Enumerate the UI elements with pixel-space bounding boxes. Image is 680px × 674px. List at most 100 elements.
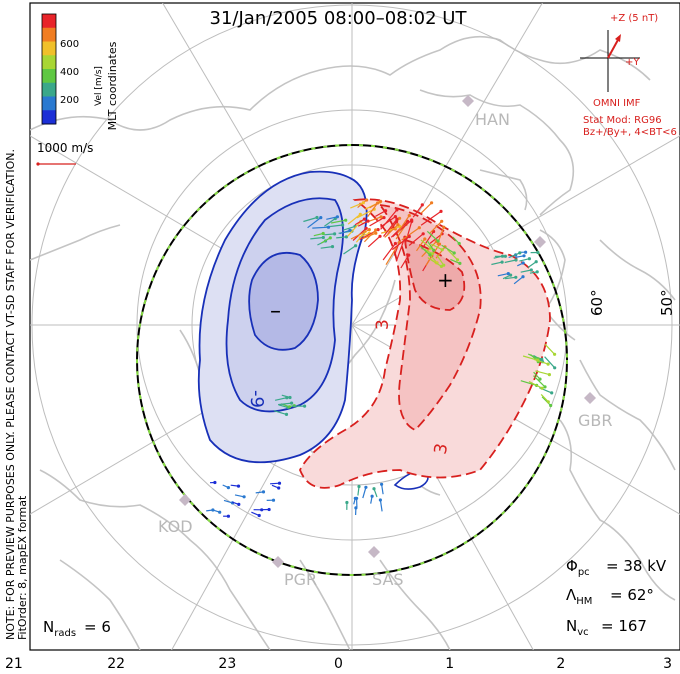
- velocity-vector: [380, 209, 398, 230]
- mlt-tick-label: 22: [107, 656, 125, 672]
- velocity-vector: [274, 397, 287, 401]
- station-marker-east: [534, 236, 546, 248]
- velocity-vector: [505, 276, 516, 280]
- velocity-vector: [528, 380, 543, 389]
- velocity-vector: [336, 236, 347, 239]
- colorbar-segment: [42, 27, 56, 42]
- velocity-vector: [544, 343, 556, 355]
- velocity-vector: [527, 353, 539, 360]
- velocity-vector: [541, 396, 552, 406]
- velocity-vector: [397, 215, 410, 234]
- velocity-vector: [354, 218, 365, 226]
- station-marker-sas: [368, 546, 380, 558]
- velocity-vector: [424, 248, 433, 255]
- imf-model: Stat Mod: RG96: [583, 115, 662, 126]
- station-labels: HAN GBR KOD PGR SAS: [158, 110, 613, 589]
- velocity-vector: [313, 232, 324, 237]
- reference-vector-origin: [36, 162, 40, 166]
- imf-vector: [607, 37, 620, 59]
- negative-cell-core: [248, 251, 319, 351]
- velocity-vector: [347, 221, 362, 237]
- vector-origin: [522, 254, 526, 258]
- velocity-vector: [223, 499, 233, 504]
- velocity-vector: [529, 271, 538, 274]
- vector-origin: [335, 215, 339, 219]
- velocity-vector: [400, 254, 410, 269]
- colorbar-border: [41, 13, 57, 125]
- colorbar-segment: [42, 69, 56, 84]
- velocity-vector: [369, 200, 381, 209]
- imf-condition: Bz+/By+, 4<BT<6: [583, 127, 677, 138]
- imf-z-label: +Z (5 nT): [610, 13, 658, 24]
- velocity-vector: [382, 243, 396, 261]
- velocity-vector: [383, 218, 398, 237]
- velocity-vector: [533, 375, 546, 388]
- velocity-vector: [230, 484, 239, 487]
- latitude-label-50: 50°: [658, 289, 676, 316]
- velocity-vector: [450, 258, 461, 264]
- velocity-vector: [380, 216, 396, 228]
- colorbar-label: Vel [m/s]: [94, 66, 104, 106]
- velocity-vector: [370, 496, 373, 504]
- colorbar-ticks: 600 400 200: [60, 39, 79, 106]
- velocity-vector: [420, 202, 433, 214]
- velocity-vector: [513, 276, 524, 285]
- velocity-vector: [206, 509, 213, 512]
- velocity-vector: [375, 210, 386, 217]
- lambda-hm-value: = 62°: [610, 586, 654, 604]
- vector-origin: [535, 270, 539, 274]
- velocity-vector: [347, 213, 361, 225]
- velocity-vector: [357, 220, 369, 227]
- velocity-vector: [339, 229, 351, 235]
- velocity-vector: [382, 225, 400, 234]
- mlt-tick-label: 21: [5, 656, 23, 672]
- colorbar-segment: [42, 14, 56, 29]
- velocity-vector: [381, 484, 384, 495]
- positive-contour-label: 3: [373, 319, 393, 330]
- velocity-vector: [420, 210, 442, 226]
- fit-order-note: FitOrder: 8, mapEX format: [16, 495, 29, 640]
- velocity-vector: [522, 355, 538, 361]
- velocity-vector: [342, 225, 356, 231]
- velocity-vector: [431, 243, 443, 251]
- velocity-vector: [320, 246, 333, 249]
- velocity-vector: [373, 488, 378, 498]
- mlt-tick-label: 1: [445, 656, 454, 672]
- velocity-vector: [255, 491, 264, 494]
- coastlines: [30, 35, 676, 650]
- velocity-vector: [427, 257, 442, 267]
- velocity-vector: [497, 273, 509, 277]
- velocity-vector: [278, 402, 292, 406]
- velocity-vector: [303, 216, 318, 223]
- station-label-sas: SAS: [372, 570, 404, 589]
- velocity-vector: [281, 394, 291, 399]
- velocity-vector: [426, 230, 439, 242]
- velocity-vector: [446, 248, 458, 261]
- station-label-han: HAN: [475, 110, 510, 129]
- station-marker-gbr: [584, 392, 596, 404]
- velocity-vector: [350, 202, 364, 209]
- velocity-vector: [520, 269, 532, 273]
- velocity-vector: [535, 370, 550, 376]
- velocity-vector: [330, 219, 346, 224]
- station-label-kod: KOD: [158, 517, 193, 536]
- colorbar-tick-200: 200: [60, 95, 79, 106]
- vector-origin: [529, 268, 533, 272]
- positive-cell-core: [403, 238, 466, 311]
- mlt-tick-label: 3: [663, 656, 672, 672]
- coordinate-label: MLT coordinates: [106, 41, 119, 130]
- mlt-tick-label: 23: [218, 656, 236, 672]
- velocity-vector: [358, 232, 370, 238]
- velocity-vector: [404, 221, 413, 245]
- velocity-vector: [517, 262, 524, 267]
- velocity-vector: [310, 236, 324, 240]
- velocity-vector: [369, 217, 385, 227]
- velocity-vector: [493, 255, 503, 259]
- velocity-colorbar: [41, 13, 57, 125]
- velocity-vector: [320, 237, 331, 244]
- positive-contour-label-2: 3: [431, 442, 453, 456]
- velocity-vector: [324, 218, 336, 227]
- velocity-vector: [419, 245, 431, 256]
- vector-origin: [326, 225, 331, 229]
